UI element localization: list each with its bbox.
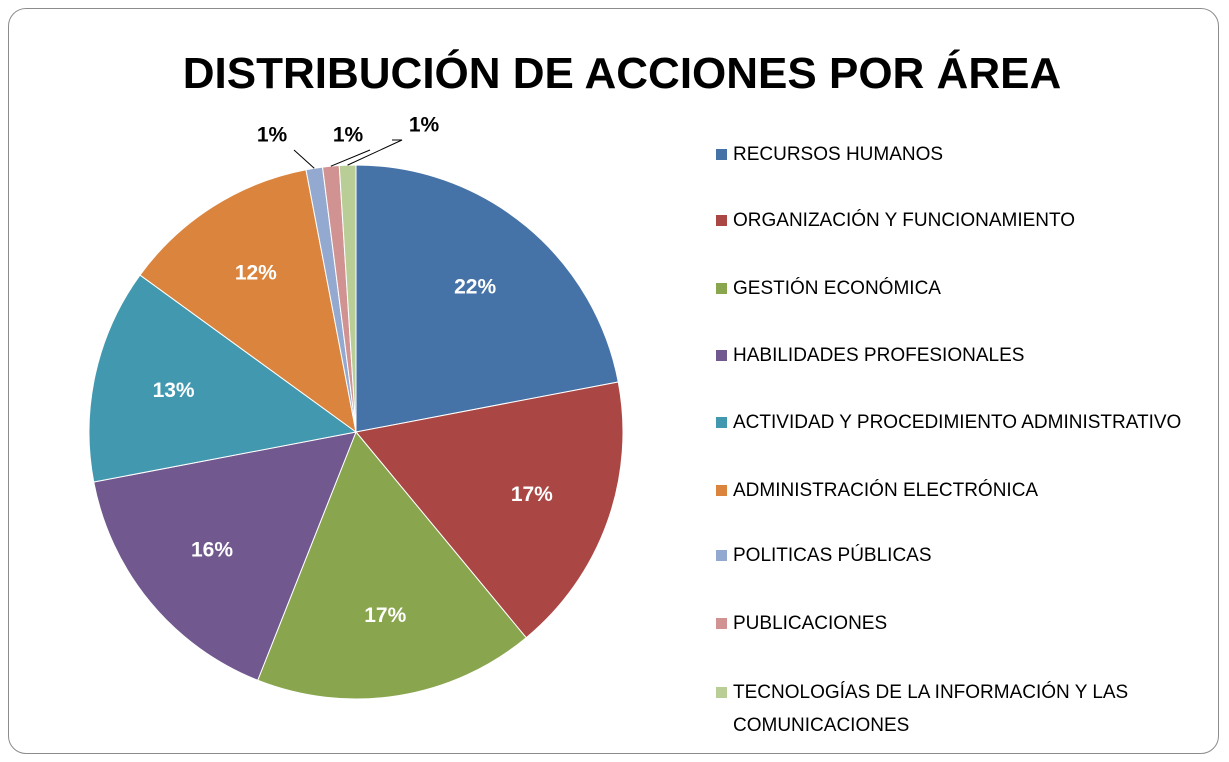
legend-item: ACTIVIDAD Y PROCEDIMIENTO ADMINISTRATIVO: [716, 406, 1196, 439]
legend-item: RECURSOS HUMANOS: [716, 138, 1196, 171]
legend-label: GESTIÓN ECONÓMICA: [733, 278, 941, 299]
data-label: 22%: [454, 276, 496, 299]
legend-swatch: [716, 350, 727, 361]
legend-label: POLITICAS PÚBLICAS: [733, 545, 932, 566]
data-label: 1%: [257, 124, 288, 147]
pie-slice: [355, 164, 619, 433]
data-label: 1%: [409, 114, 440, 137]
legend-item: ORGANIZACIÓN Y FUNCIONAMIENTO: [716, 204, 1196, 237]
legend-item: HABILIDADES PROFESIONALES: [716, 339, 1196, 372]
legend-swatch: [716, 149, 727, 160]
pie-slice: [139, 169, 357, 434]
data-label: 13%: [153, 379, 195, 402]
pie-slice: [88, 274, 358, 483]
legend-item: GESTIÓN ECONÓMICA: [716, 272, 1196, 305]
legend-label: HABILIDADES PROFESIONALES: [733, 345, 1025, 366]
data-label: 1%: [333, 124, 364, 147]
leader-line: [293, 149, 315, 169]
chart-border: [8, 8, 1219, 754]
data-label: 17%: [511, 483, 553, 506]
data-label: 16%: [191, 539, 233, 562]
legend-label: ACTIVIDAD Y PROCEDIMIENTO ADMINISTRATIVO: [733, 412, 1182, 433]
legend-item: ADMINISTRACIÓN ELECTRÓNICA: [716, 474, 1196, 507]
data-label: 12%: [235, 262, 277, 285]
legend-item: TECNOLOGÍAS DE LA INFORMACIÓN Y LAS COMU…: [716, 676, 1196, 742]
legend-swatch: [716, 687, 727, 698]
legend-label: RECURSOS HUMANOS: [733, 144, 944, 165]
pie-slice: [355, 381, 624, 639]
legend-swatch: [716, 618, 727, 629]
leader-line: [330, 149, 371, 167]
leader-line: [347, 139, 403, 166]
legend-swatch: [716, 283, 727, 294]
data-label: 17%: [364, 604, 406, 627]
legend-swatch: [716, 485, 727, 496]
pie-slice: [93, 431, 357, 681]
legend-swatch: [716, 215, 727, 226]
legend-swatch: [716, 550, 727, 561]
legend-label: ADMINISTRACIÓN ELECTRÓNICA: [733, 480, 1039, 501]
legend-item: PUBLICACIONES: [716, 607, 1196, 640]
pie-slice: [257, 431, 527, 700]
legend-swatch: [716, 417, 727, 428]
legend-label: ORGANIZACIÓN Y FUNCIONAMIENTO: [733, 210, 1076, 231]
legend-label: PUBLICACIONES: [733, 613, 888, 634]
legend-item: POLITICAS PÚBLICAS: [716, 539, 1196, 572]
legend-label: TECNOLOGÍAS DE LA INFORMACIÓN Y LAS COMU…: [733, 682, 1129, 736]
chart-title: DISTRIBUCIÓN DE ACCIONES POR ÁREA: [183, 48, 1061, 98]
pie-slice: [338, 164, 357, 433]
